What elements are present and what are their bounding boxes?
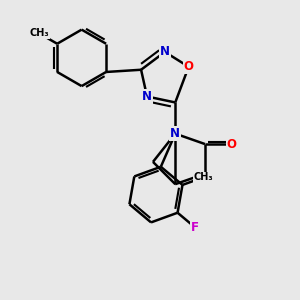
Text: CH₃: CH₃ <box>29 28 49 38</box>
Text: O: O <box>227 138 237 151</box>
Text: CH₃: CH₃ <box>194 172 213 182</box>
Text: O: O <box>184 60 194 73</box>
Text: N: N <box>170 127 180 140</box>
Text: N: N <box>160 45 170 58</box>
Text: N: N <box>142 90 152 103</box>
Text: F: F <box>191 220 199 234</box>
